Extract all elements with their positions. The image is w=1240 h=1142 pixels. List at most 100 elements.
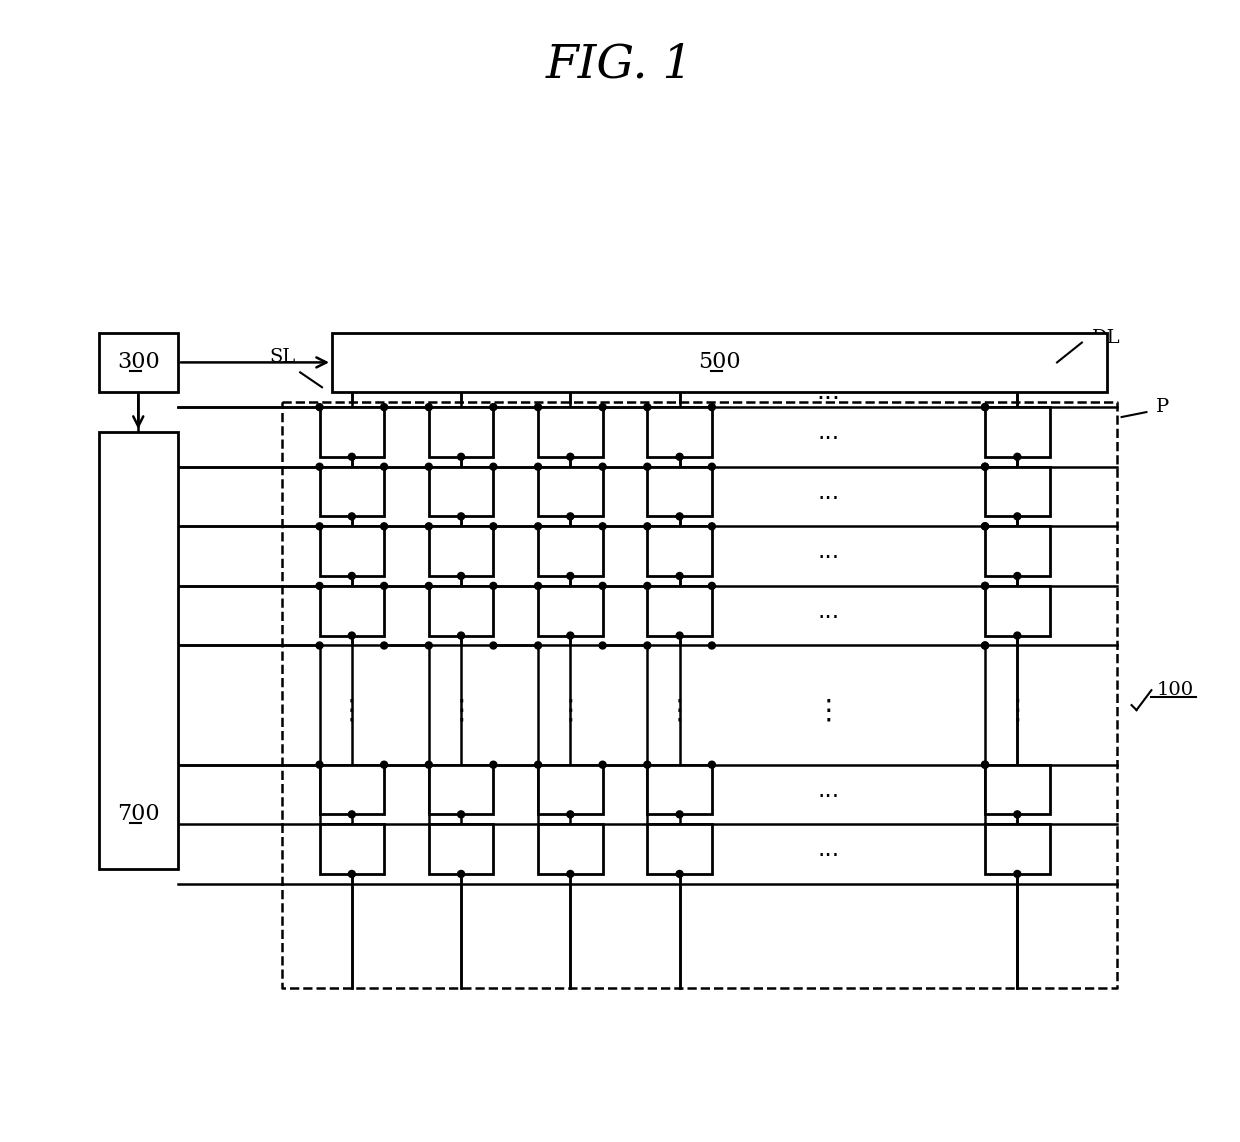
- Circle shape: [982, 464, 988, 471]
- Circle shape: [644, 523, 651, 530]
- Circle shape: [316, 762, 322, 769]
- Bar: [429, 407, 494, 457]
- Circle shape: [676, 870, 683, 877]
- Circle shape: [534, 762, 542, 769]
- Bar: [538, 407, 603, 457]
- Circle shape: [348, 870, 356, 877]
- Bar: [320, 407, 384, 457]
- Bar: [985, 765, 1049, 814]
- Bar: [429, 765, 494, 814]
- Circle shape: [599, 582, 606, 589]
- Circle shape: [599, 762, 606, 769]
- Circle shape: [425, 762, 433, 769]
- Text: ...: ...: [817, 837, 839, 861]
- Circle shape: [381, 582, 388, 589]
- Circle shape: [348, 632, 356, 640]
- Circle shape: [316, 523, 322, 530]
- Circle shape: [708, 582, 715, 589]
- Circle shape: [425, 464, 433, 471]
- Circle shape: [982, 642, 988, 649]
- Circle shape: [490, 762, 497, 769]
- Text: ...: ...: [817, 420, 839, 444]
- Bar: [985, 586, 1049, 636]
- Circle shape: [982, 762, 988, 769]
- Text: 500: 500: [698, 352, 740, 373]
- Circle shape: [425, 523, 433, 530]
- Bar: [985, 407, 1049, 457]
- Circle shape: [381, 403, 388, 411]
- Bar: [985, 825, 1049, 874]
- Circle shape: [708, 642, 715, 649]
- Circle shape: [708, 464, 715, 471]
- Circle shape: [1014, 453, 1021, 460]
- Circle shape: [676, 811, 683, 818]
- Bar: [429, 825, 494, 874]
- Circle shape: [982, 582, 988, 589]
- Bar: [332, 332, 1107, 392]
- Circle shape: [644, 582, 651, 589]
- Text: FIG. 1: FIG. 1: [546, 42, 694, 87]
- Text: ...: ...: [817, 380, 841, 404]
- Bar: [98, 432, 179, 869]
- Circle shape: [567, 513, 574, 520]
- Text: ⋮: ⋮: [557, 697, 584, 724]
- Circle shape: [982, 582, 988, 589]
- Bar: [538, 765, 603, 814]
- Circle shape: [599, 403, 606, 411]
- Bar: [985, 467, 1049, 516]
- Text: ⋮: ⋮: [339, 697, 366, 724]
- Circle shape: [381, 762, 388, 769]
- Circle shape: [381, 464, 388, 471]
- Text: 300: 300: [117, 352, 160, 373]
- Bar: [538, 825, 603, 874]
- Circle shape: [458, 811, 465, 818]
- Bar: [538, 526, 603, 576]
- Circle shape: [534, 582, 542, 589]
- Circle shape: [599, 523, 606, 530]
- Circle shape: [708, 523, 715, 530]
- Circle shape: [534, 523, 542, 530]
- Bar: [647, 467, 712, 516]
- Circle shape: [982, 642, 988, 649]
- Circle shape: [982, 403, 988, 411]
- Circle shape: [676, 513, 683, 520]
- Circle shape: [567, 632, 574, 640]
- Circle shape: [644, 464, 651, 471]
- Circle shape: [644, 403, 651, 411]
- Bar: [538, 586, 603, 636]
- Circle shape: [676, 632, 683, 640]
- Circle shape: [490, 642, 497, 649]
- Circle shape: [676, 453, 683, 460]
- Circle shape: [490, 464, 497, 471]
- Circle shape: [1014, 513, 1021, 520]
- Bar: [985, 526, 1049, 576]
- Circle shape: [982, 403, 988, 411]
- Text: ...: ...: [817, 778, 839, 802]
- Text: ⋮: ⋮: [815, 697, 842, 724]
- Circle shape: [458, 572, 465, 579]
- Circle shape: [316, 582, 322, 589]
- Bar: [647, 765, 712, 814]
- Circle shape: [982, 464, 988, 471]
- Text: 700: 700: [117, 803, 160, 826]
- Bar: [320, 467, 384, 516]
- Circle shape: [348, 453, 356, 460]
- Circle shape: [490, 523, 497, 530]
- Circle shape: [567, 811, 574, 818]
- Circle shape: [708, 762, 715, 769]
- Circle shape: [644, 762, 651, 769]
- Circle shape: [982, 523, 988, 530]
- Circle shape: [458, 453, 465, 460]
- Text: ⋮: ⋮: [666, 697, 693, 724]
- Text: ...: ...: [817, 480, 839, 504]
- Circle shape: [534, 464, 542, 471]
- Circle shape: [1014, 632, 1021, 640]
- Circle shape: [1014, 870, 1021, 877]
- Circle shape: [425, 642, 433, 649]
- Bar: [98, 332, 179, 392]
- Circle shape: [708, 403, 715, 411]
- Bar: [647, 825, 712, 874]
- Text: ...: ...: [817, 539, 839, 563]
- Bar: [429, 467, 494, 516]
- Circle shape: [982, 523, 988, 530]
